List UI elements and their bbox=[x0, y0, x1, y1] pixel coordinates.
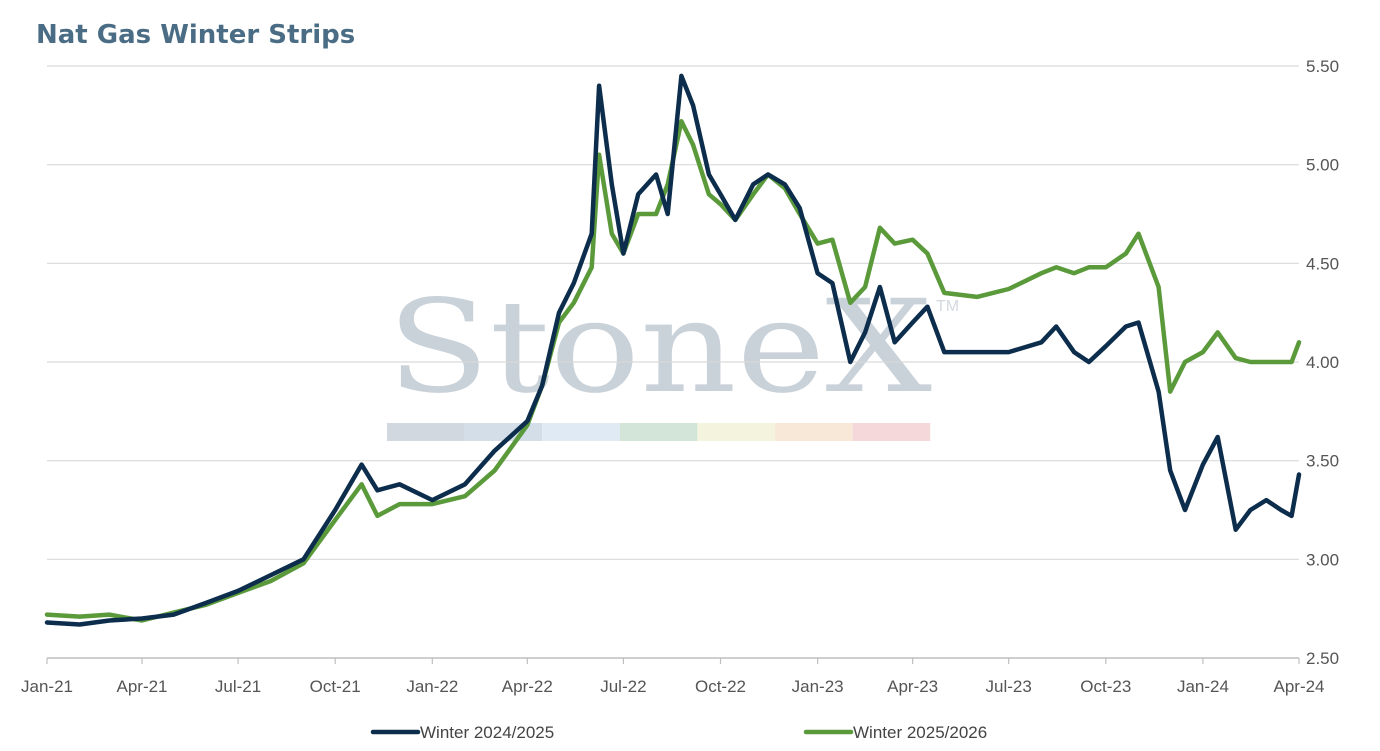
x-tick-label: Jan-21 bbox=[21, 677, 73, 696]
gridlines bbox=[47, 65, 1299, 560]
series-line-winter-2024-2025 bbox=[44, 73, 1302, 627]
legend-label: Winter 2025/2026 bbox=[853, 723, 987, 742]
series-line-winter-2025-2026 bbox=[44, 119, 1302, 623]
y-axis: 2.50 3.00 3.50 4.00 4.50 5.00 5.50 bbox=[1306, 57, 1339, 668]
x-tick-label: Oct-22 bbox=[695, 677, 746, 696]
x-tick-label: Apr-21 bbox=[116, 677, 167, 696]
x-axis: Jan-21 Apr-21 Jul-21 Oct-21 Jan-22 Apr-22 Jul-… bbox=[21, 658, 1325, 696]
watermark-stripe bbox=[697, 423, 775, 441]
legend-item-winter-2025-2026: Winter 2025/2026 bbox=[803, 723, 987, 742]
watermark-stripe bbox=[619, 423, 698, 441]
legend-item-winter-2024-2025: Winter 2024/2025 bbox=[370, 723, 554, 742]
watermark-stripe bbox=[775, 423, 853, 441]
watermark-trademark: TM bbox=[936, 298, 959, 315]
x-tick-label: Oct-21 bbox=[310, 677, 361, 696]
x-tick-label: Apr-23 bbox=[887, 677, 938, 696]
x-tick-label: Jan-22 bbox=[406, 677, 458, 696]
y-tick-label: 5.50 bbox=[1306, 57, 1339, 76]
x-tick-label: Apr-22 bbox=[502, 677, 553, 696]
legend: Winter 2024/2025 Winter 2025/2026 bbox=[370, 723, 987, 742]
watermark-stripe bbox=[852, 423, 931, 441]
watermark-stripe bbox=[542, 423, 620, 441]
watermark-stripe bbox=[387, 423, 465, 441]
watermark-stripe bbox=[464, 423, 543, 441]
x-tick-label: Jan-24 bbox=[1177, 677, 1229, 696]
x-tick-label: Oct-23 bbox=[1080, 677, 1131, 696]
y-tick-label: 3.50 bbox=[1306, 452, 1339, 471]
y-tick-label: 4.50 bbox=[1306, 254, 1339, 273]
y-tick-label: 2.50 bbox=[1306, 649, 1339, 668]
watermark-logo: StoneX TM bbox=[387, 273, 959, 441]
x-tick-label: Jan-23 bbox=[792, 677, 844, 696]
x-tick-label: Jul-21 bbox=[215, 677, 261, 696]
y-tick-label: 4.00 bbox=[1306, 353, 1339, 372]
legend-label: Winter 2024/2025 bbox=[420, 723, 554, 742]
x-tick-label: Jul-22 bbox=[600, 677, 646, 696]
watermark-brand: StoneX bbox=[387, 273, 932, 422]
chart-title: Nat Gas Winter Strips bbox=[36, 20, 355, 50]
x-tick-label: Apr-24 bbox=[1273, 677, 1324, 696]
watermark-color-bar bbox=[387, 423, 931, 441]
y-tick-label: 5.00 bbox=[1306, 156, 1339, 175]
plot-area bbox=[44, 73, 1302, 627]
x-tick-label: Jul-23 bbox=[986, 677, 1032, 696]
y-tick-label: 3.00 bbox=[1306, 550, 1339, 569]
